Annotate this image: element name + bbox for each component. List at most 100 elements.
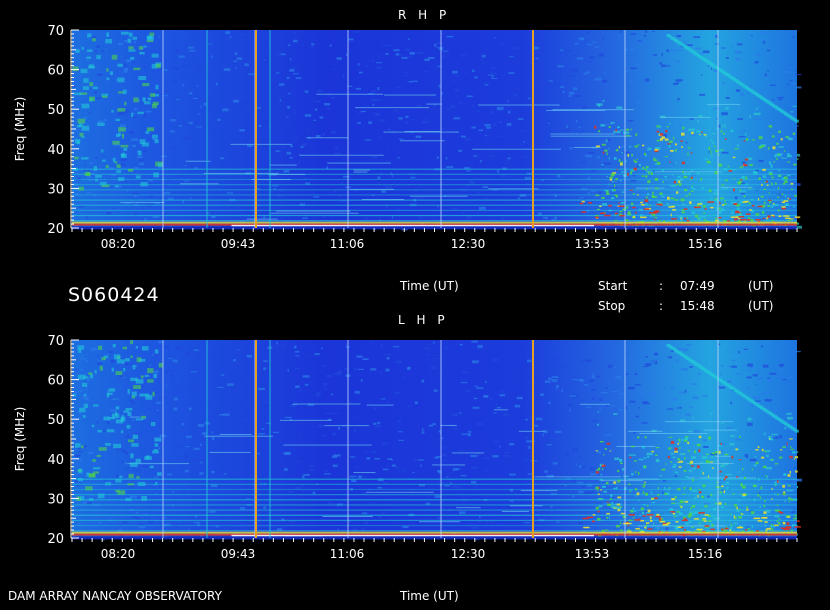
noise-speck [119,124,126,128]
burst-pixel [719,149,722,152]
noise-speck [236,205,241,208]
burst-pixel [633,167,637,171]
noise-speck [718,343,721,346]
noise-speck [173,523,179,527]
noise-speck [405,360,408,362]
x-tick-label: 08:20 [101,237,136,251]
burst-pixel [689,201,692,205]
noise-speck [367,488,374,491]
burst-pixel [651,502,656,504]
burst-pixel [777,493,779,496]
burst-pixel [595,506,599,510]
burst-hot-pixel [794,216,801,218]
noise-speck [513,47,521,50]
noise-speck [437,65,442,67]
noise-speck [495,403,498,407]
burst-hot-pixel [583,526,590,529]
noise-speck [152,391,158,394]
noise-speck [679,177,683,181]
noise-speck [624,48,628,51]
noise-speck [376,421,381,424]
noise-speck [734,50,742,54]
noise-speck [304,118,307,120]
burst-pixel [655,454,658,456]
emission-line [72,214,797,217]
noise-speck [569,91,575,95]
noise-speck [73,391,78,395]
noise-speck [571,495,576,498]
interference-line [472,148,561,150]
noise-speck [405,183,411,186]
noise-speck [223,413,230,416]
burst-pixel [787,197,789,200]
noise-speck [780,59,785,63]
burst-hot-pixel [683,529,687,531]
noise-speck [580,379,584,383]
early-blob [125,357,130,362]
noise-speck [451,70,458,74]
burst-pixel [679,446,681,449]
noise-speck [792,125,799,127]
burst-pixel [740,179,743,181]
noise-speck [525,182,530,186]
noise-speck [586,209,590,213]
burst-pixel [657,487,659,490]
noise-speck [86,388,88,392]
noise-speck [635,494,637,497]
early-blob [72,394,77,397]
noise-speck [757,175,763,179]
noise-speck [126,363,134,365]
burst-pixel [632,215,636,218]
noise-speck [778,146,784,148]
noise-speck [237,348,240,351]
noise-speck [97,354,99,357]
drift-arc [679,352,684,356]
burst-pixel [771,176,774,179]
early-blob [98,447,107,451]
burst-hot-pixel [656,203,662,206]
noise-speck [792,105,797,107]
noise-speck [736,373,742,375]
noise-speck [437,205,439,208]
noise-speck [583,383,589,386]
early-blob [80,68,88,74]
noise-speck [352,528,359,532]
early-blob [121,415,125,420]
noise-speck [634,373,638,376]
burst-pixel [686,216,688,220]
noise-speck [785,515,787,518]
early-blob [123,410,129,413]
noise-speck [331,393,334,396]
burst-pixel [685,476,689,478]
burst-pixel [655,187,659,190]
noise-speck [96,73,103,76]
burst-hot-pixel [683,208,688,210]
burst-pixel [767,527,772,530]
burst-pixel [613,487,618,490]
noise-speck [184,122,190,125]
burst-hot-pixel [782,522,786,525]
burst-pixel [763,181,766,183]
noise-speck [425,117,428,120]
interference-line [355,107,430,109]
noise-speck [654,358,662,360]
noise-speck [525,418,529,421]
burst-pixel [667,143,671,145]
burst-pixel [638,518,640,520]
burst-pixel [758,177,761,181]
noise-speck [628,454,636,456]
burst-pixel [698,435,702,439]
drift-arc [718,68,723,72]
burst-pixel [723,168,728,171]
burst-pixel [796,485,798,489]
burst-pixel [755,213,760,216]
early-blob [118,132,121,136]
burst-pixel [687,450,691,452]
noise-speck [621,76,625,78]
noise-speck [756,40,758,42]
burst-pixel [690,152,693,154]
noise-speck [148,520,154,524]
noise-speck [410,176,416,179]
spectrogram-background [72,30,797,228]
burst-hot-pixel [781,206,786,208]
